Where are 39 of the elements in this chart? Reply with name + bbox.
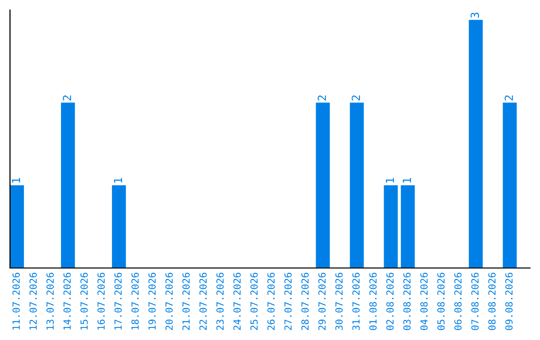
x-tick-label: 23.07.2026	[216, 272, 224, 330]
x-tick-label: 03.08.2026	[403, 272, 411, 330]
x-tick-label: 19.07.2026	[148, 272, 156, 330]
x-tick-label: 31.07.2026	[352, 272, 360, 330]
x-tick-label: 30.07.2026	[335, 272, 343, 330]
x-tick-label: 02.08.2026	[386, 272, 394, 330]
x-tick-label: 09.08.2026	[505, 272, 513, 330]
x-tick-label: 08.08.2026	[488, 272, 496, 330]
data-label: 2	[318, 95, 326, 100]
x-tick-label: 18.07.2026	[131, 272, 139, 330]
x-tick-label: 05.08.2026	[437, 272, 445, 330]
x-tick-label: 22.07.2026	[199, 272, 207, 330]
x-tick-label: 11.07.2026	[12, 272, 20, 330]
x-tick-label: 28.07.2026	[301, 272, 309, 330]
data-label: 2	[352, 95, 360, 100]
data-label: 1	[12, 178, 20, 183]
x-tick-label: 14.07.2026	[63, 272, 71, 330]
x-tick-label: 20.07.2026	[165, 272, 173, 330]
x-tick-label: 07.08.2026	[471, 272, 479, 330]
data-label: 1	[402, 178, 411, 183]
x-tick-label: 06.08.2026	[454, 272, 462, 330]
x-tick-label: 25.07.2026	[250, 272, 258, 330]
data-label: 1	[386, 178, 394, 183]
x-tick-label: 04.08.2026	[420, 272, 428, 330]
data-label: 3	[470, 12, 480, 18]
data-label: 2	[62, 95, 72, 100]
x-tick-label: 27.07.2026	[284, 272, 292, 330]
x-tick-label: 26.07.2026	[267, 272, 275, 330]
x-tick-label: 01.08.2026	[369, 272, 377, 330]
x-tick-label: 15.07.2026	[80, 272, 88, 330]
x-tick-label: 24.07.2026	[233, 272, 241, 330]
x-tick-label: 21.07.2026	[182, 272, 190, 330]
x-tick-label: 17.07.2026	[114, 272, 122, 330]
x-tick-label: 12.07.2026	[29, 272, 37, 330]
data-label: 1	[114, 178, 122, 183]
x-tick-label: 29.07.2026	[318, 272, 326, 330]
x-tick-label: 16.07.2026	[97, 272, 105, 330]
x-tick-label: 13.07.2026	[46, 272, 54, 330]
data-label: 2	[504, 95, 513, 100]
